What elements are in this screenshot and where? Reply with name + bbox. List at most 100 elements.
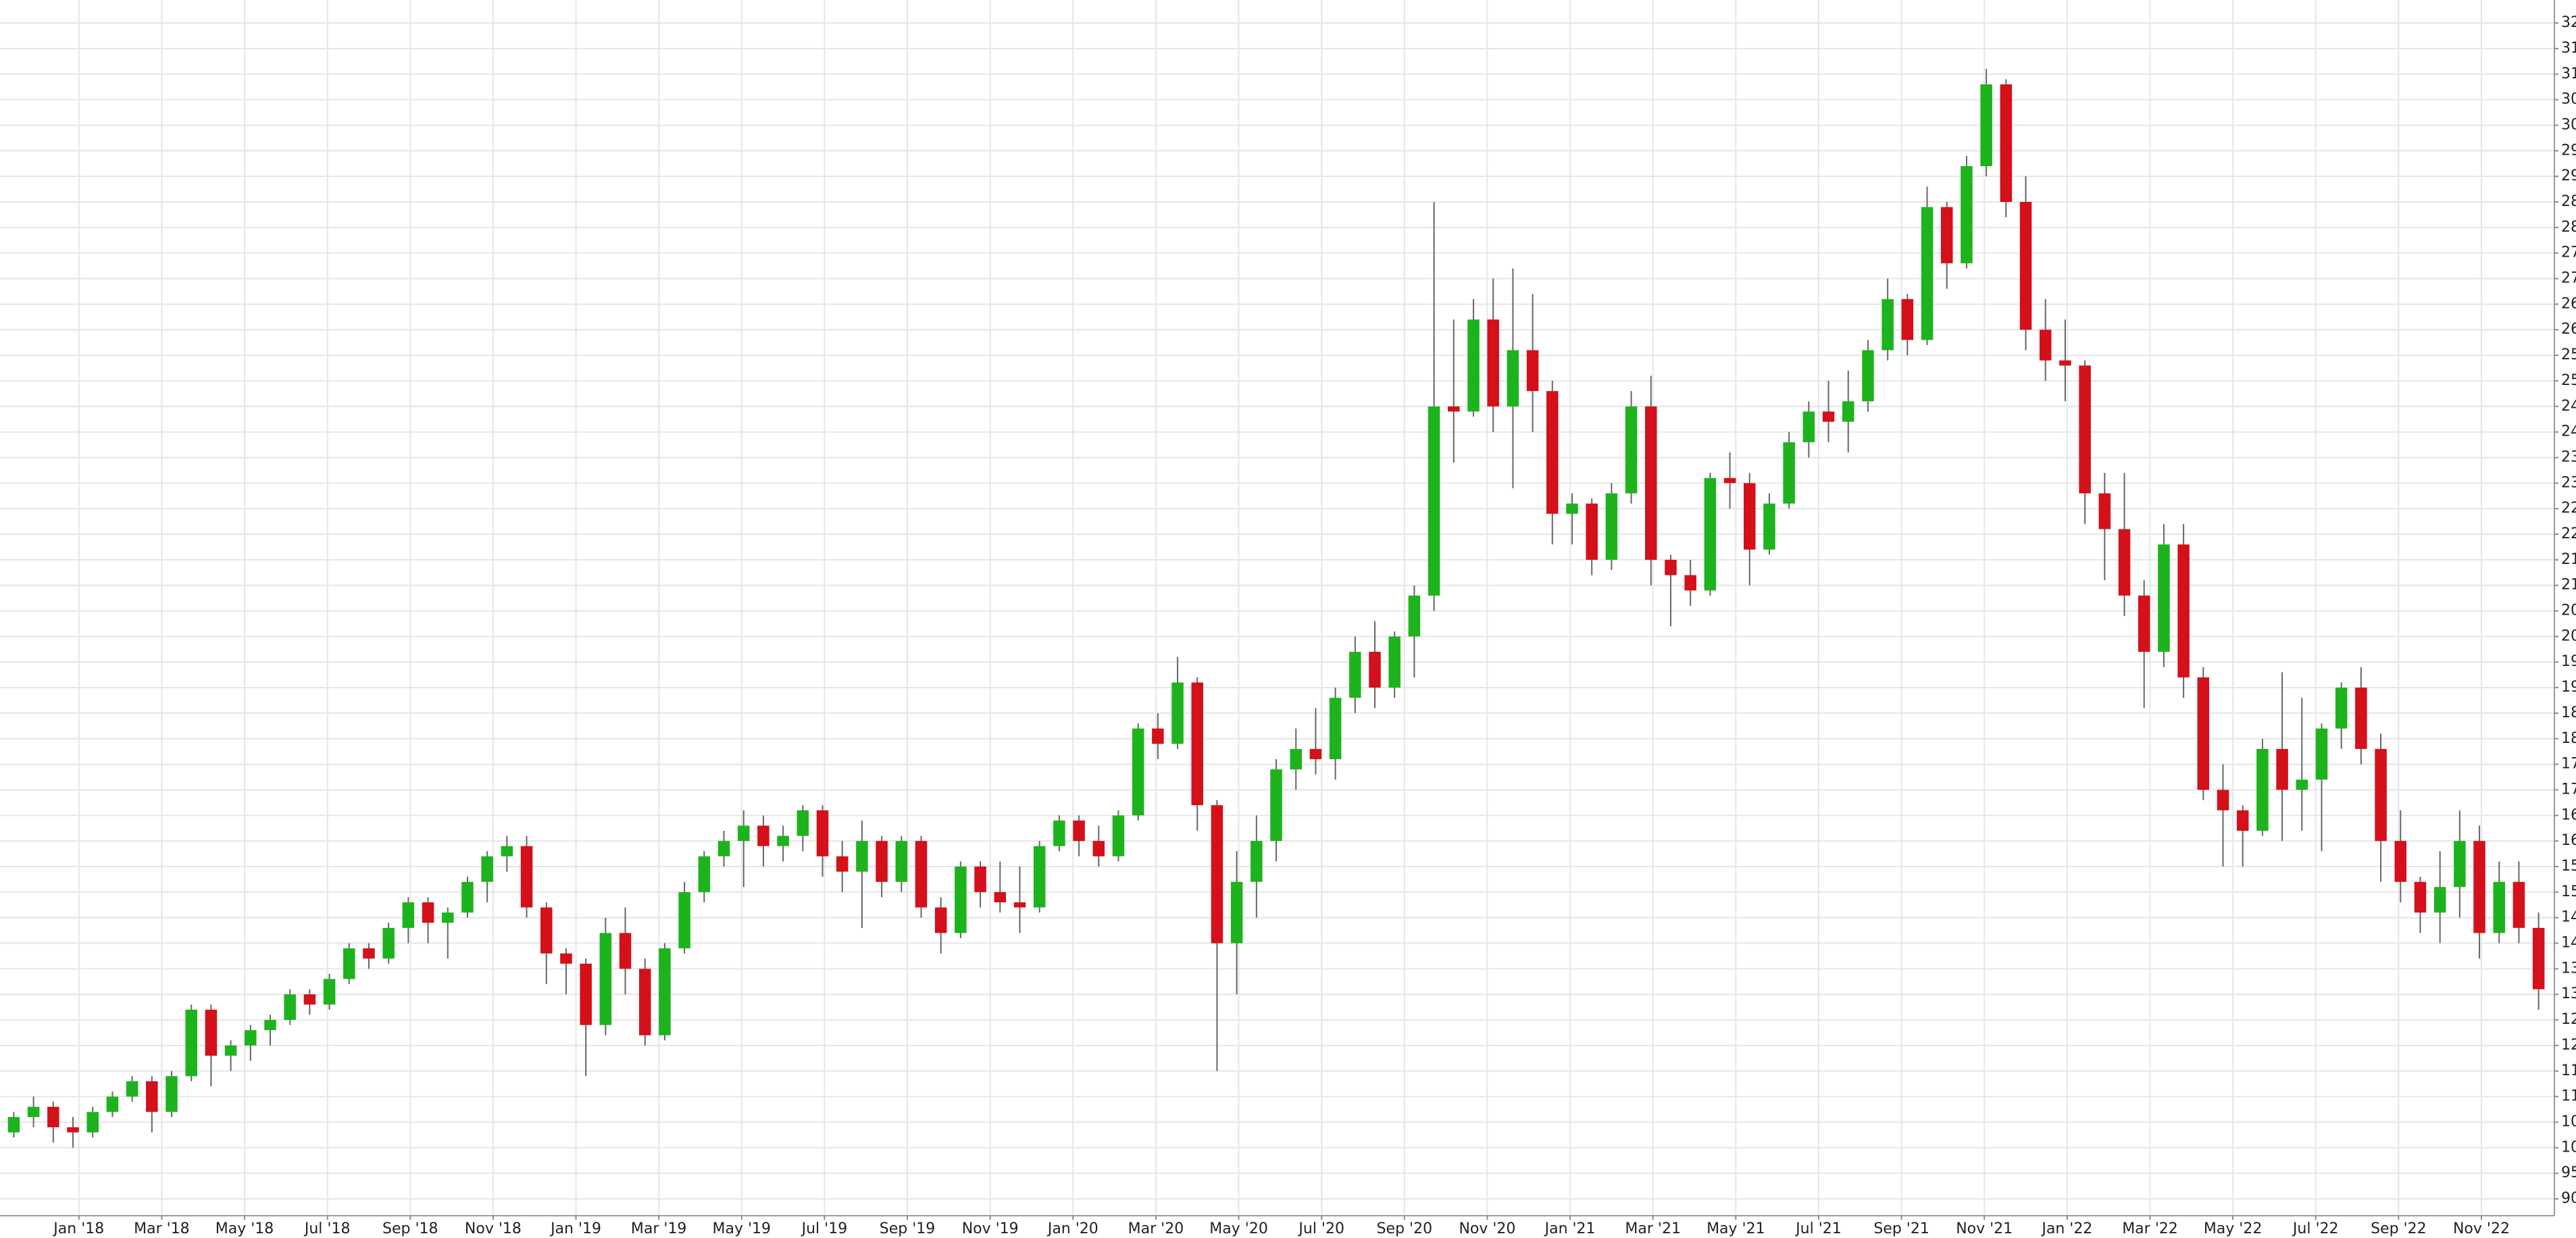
y-tick-label: 205.00 — [2561, 602, 2576, 619]
x-tick-label: Jan '18 — [52, 1220, 104, 1237]
x-tick-label: May '22 — [2204, 1220, 2263, 1237]
candle-body — [1625, 406, 1638, 494]
candle-body — [2118, 529, 2131, 596]
candle-body — [1665, 559, 1677, 575]
y-tick-label: 200.00 — [2561, 627, 2576, 644]
y-tick-label: 170.00 — [2561, 781, 2576, 798]
x-tick-label: Nov '20 — [1459, 1220, 1515, 1237]
x-tick-label: Nov '22 — [2453, 1220, 2510, 1237]
candle-body — [1152, 728, 1164, 744]
candle-body — [1329, 698, 1342, 760]
x-tick-label: Jul '21 — [1794, 1220, 1842, 1237]
y-tick-label: 235.00 — [2561, 448, 2576, 465]
candle-body — [2217, 790, 2229, 810]
candle-body — [2355, 688, 2367, 749]
candle-body — [7, 1116, 20, 1133]
candle-body — [1605, 493, 1618, 560]
x-tick-label: Jan '22 — [2040, 1220, 2092, 1237]
candle-body — [1980, 84, 1992, 167]
candle-body — [363, 948, 375, 959]
candle-body — [717, 841, 730, 856]
x-tick-label: May '19 — [713, 1220, 772, 1237]
candle-body — [245, 1030, 257, 1046]
y-tick-label: 320.00 — [2561, 14, 2576, 31]
candle-body — [1112, 815, 1125, 856]
candle-body — [343, 948, 355, 979]
x-tick-label: Jul '18 — [303, 1220, 351, 1237]
candle-body — [1053, 820, 1065, 846]
y-tick-label: 240.00 — [2561, 423, 2576, 440]
candle-body — [481, 856, 493, 882]
candle-body — [1132, 728, 1144, 816]
candle-body — [1566, 503, 1578, 514]
y-tick-label: 290.00 — [2561, 167, 2576, 184]
candle-body — [382, 927, 395, 959]
x-tick-label: Mar '18 — [134, 1220, 190, 1237]
candle-body — [166, 1076, 178, 1112]
x-tick-label: Jan '19 — [549, 1220, 601, 1237]
candle-body — [816, 810, 829, 856]
candle-body — [2315, 728, 2328, 780]
candle-body — [737, 825, 750, 842]
candle-body — [205, 1009, 218, 1056]
y-tick-label: 215.00 — [2561, 551, 2576, 568]
candle-body — [2256, 748, 2269, 831]
candle-body — [2493, 881, 2506, 933]
y-tick-label: 280.00 — [2561, 219, 2576, 236]
y-tick-label: 185.00 — [2561, 704, 2576, 721]
y-tick-label: 150.00 — [2561, 883, 2576, 900]
candle-body — [1230, 881, 1243, 944]
candle-body — [1684, 575, 1696, 591]
candle-body — [1388, 636, 1400, 688]
x-tick-label: Nov '21 — [1956, 1220, 2013, 1237]
candle-body — [1704, 478, 1717, 591]
y-tick-label: 245.00 — [2561, 398, 2576, 415]
candle-body — [1033, 846, 1046, 908]
y-tick-label: 160.00 — [2561, 832, 2576, 849]
x-tick-label: Sep '18 — [382, 1220, 438, 1237]
candle-body — [264, 1020, 276, 1031]
x-tick-label: Jul '22 — [2292, 1220, 2339, 1237]
candle-body — [836, 856, 849, 872]
candle-body — [876, 841, 888, 882]
candle-body — [659, 948, 671, 1035]
candle-body — [1961, 166, 1973, 263]
candle-body — [1783, 442, 1795, 504]
candles — [7, 69, 2545, 1148]
x-tick-label: Mar '22 — [2122, 1220, 2178, 1237]
y-tick-label: 275.00 — [2561, 244, 2576, 261]
candle-body — [2098, 493, 2111, 530]
candle-body — [1487, 319, 1499, 407]
candle-body — [1013, 902, 1026, 908]
candle-body — [1645, 406, 1657, 560]
candle-body — [1211, 805, 1223, 944]
y-tick-label: 110.00 — [2561, 1088, 2576, 1105]
candle-body — [1408, 595, 1421, 637]
candle-body — [2079, 365, 2091, 494]
candle-body — [2138, 595, 2150, 652]
candle-body — [501, 846, 513, 856]
x-tick-label: Sep '21 — [1873, 1220, 1929, 1237]
y-tick-label: 155.00 — [2561, 858, 2576, 875]
candle-body — [2512, 881, 2525, 928]
y-tick-label: 285.00 — [2561, 193, 2576, 210]
candle-body — [2414, 881, 2427, 913]
y-tick-label: 125.00 — [2561, 1011, 2576, 1028]
x-tick-label: May '21 — [1707, 1220, 1765, 1237]
x-tick-label: Sep '20 — [1377, 1220, 1433, 1237]
candle-body — [1369, 652, 1381, 688]
candle-body — [2532, 927, 2545, 989]
y-tick-label: 210.00 — [2561, 577, 2576, 594]
y-tick-label: 315.00 — [2561, 40, 2576, 57]
y-tick-label: 105.00 — [2561, 1113, 2576, 1130]
candle-body — [2473, 841, 2485, 933]
y-tick-label: 220.00 — [2561, 525, 2576, 542]
y-tick-label: 305.00 — [2561, 91, 2576, 108]
candle-body — [2276, 748, 2288, 790]
candle-body — [323, 979, 336, 1005]
candle-body — [442, 912, 454, 923]
candle-body — [2059, 360, 2071, 366]
candle-body — [1901, 299, 1914, 340]
candle-body — [1921, 207, 1934, 340]
candle-body — [619, 933, 632, 969]
